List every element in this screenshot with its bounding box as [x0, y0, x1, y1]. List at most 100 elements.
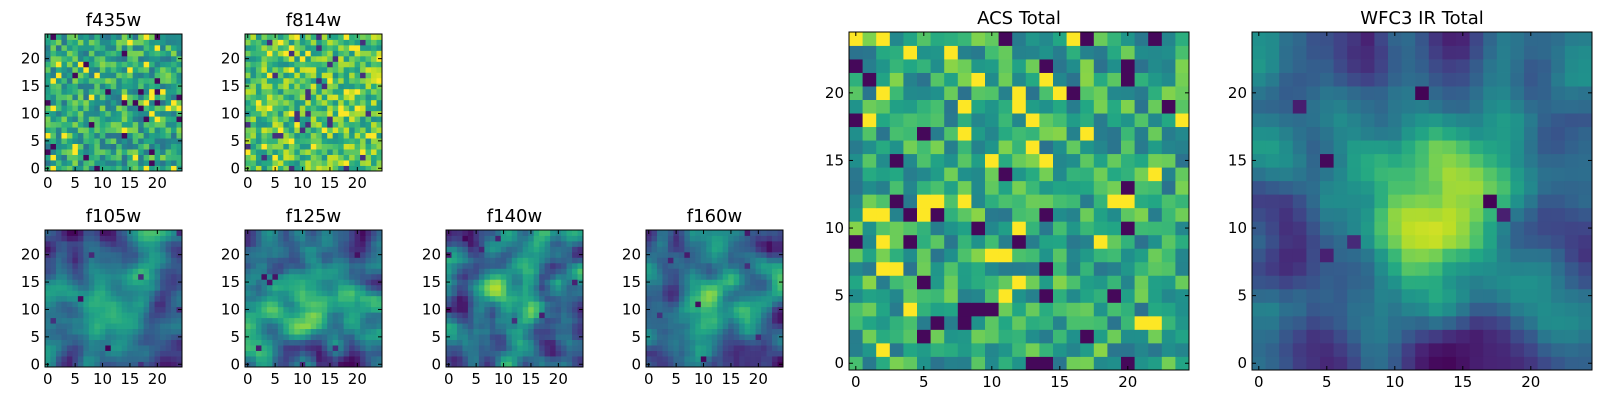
heatmap-cell [755, 306, 762, 313]
heatmap-cell [777, 350, 784, 357]
heatmap-cell [310, 154, 317, 161]
heatmap-cell [739, 273, 746, 280]
heatmap-cell [1524, 207, 1538, 222]
heatmap-cell [294, 110, 301, 117]
heatmap-cell [83, 246, 90, 253]
heatmap-cell [132, 127, 139, 134]
heatmap-cell [110, 88, 117, 95]
heatmap-cell [360, 273, 366, 280]
heatmap-cell [66, 61, 73, 68]
heatmap-cell [371, 356, 377, 362]
heatmap-cell [261, 230, 268, 236]
heatmap-cell [94, 268, 101, 275]
heatmap-cells [1252, 32, 1593, 371]
heatmap-cell [1279, 356, 1294, 371]
heatmap-cell [277, 350, 284, 357]
heatmap-cell [733, 306, 740, 313]
heatmap-cell [116, 350, 123, 357]
heatmap-cell [288, 339, 295, 346]
heatmap-cell [550, 262, 556, 269]
heatmap-cell [985, 113, 999, 128]
heatmap-cell [1360, 342, 1375, 357]
heatmap-cell [310, 257, 317, 264]
heatmap-cell [772, 257, 778, 264]
heatmap-cell [1066, 180, 1081, 195]
heatmap-cell [283, 165, 290, 172]
heatmap-cell [376, 99, 383, 106]
heatmap-cell [456, 323, 463, 330]
heatmap-cell [165, 273, 172, 280]
heatmap-cell [165, 262, 172, 269]
heatmap-cell [876, 86, 891, 100]
heatmap-cell [566, 268, 573, 275]
heatmap-cell [299, 143, 306, 150]
heatmap-cell [862, 302, 877, 317]
heatmap-cell [1039, 59, 1054, 73]
heatmap-cell [171, 268, 177, 275]
heatmap-cell [1134, 275, 1149, 290]
heatmap-cell [343, 77, 350, 84]
heatmap-cell [1134, 45, 1149, 60]
heatmap-cell [165, 121, 172, 128]
heatmap-cell [299, 50, 306, 57]
heatmap-cell [316, 350, 323, 357]
heatmap-cell [349, 246, 355, 253]
heatmap-cell [539, 323, 546, 330]
heatmap-cell [1161, 140, 1176, 155]
heatmap-cell [489, 246, 496, 253]
heatmap-cell [744, 350, 751, 357]
heatmap-cell [1456, 288, 1470, 303]
heatmap-cell [127, 83, 134, 90]
heatmap-cell [1093, 59, 1108, 73]
heatmap-cell [165, 99, 172, 106]
heatmap-cell [316, 127, 323, 134]
heatmap-cell [171, 230, 177, 236]
heatmap-cell [354, 323, 361, 330]
heatmap-cell [957, 221, 972, 236]
heatmap-cell [1066, 194, 1081, 209]
heatmap-cell [77, 77, 84, 84]
heatmap-cell [1093, 342, 1108, 357]
heatmap-cell [72, 72, 79, 79]
heatmap-cell [360, 328, 366, 335]
heatmap-cell [733, 312, 740, 319]
heatmap-cell [917, 342, 931, 357]
heatmap-cell [121, 66, 128, 73]
heatmap-cell [656, 301, 663, 308]
heatmap-cell [160, 235, 166, 242]
heatmap-cell [116, 268, 123, 275]
heatmap-cell [1053, 167, 1067, 182]
heatmap-cell [149, 361, 155, 368]
heatmap-cell [50, 230, 57, 236]
heatmap-cell [500, 235, 507, 242]
heatmap-cell [316, 61, 323, 68]
heatmap-cell [667, 312, 674, 319]
x-tick-label: 5 [919, 373, 929, 391]
heatmap-cell [305, 339, 312, 346]
heatmap-cell [77, 44, 84, 51]
heatmap-cell [673, 257, 680, 264]
heatmap-cell [1039, 45, 1054, 60]
heatmap-cell [143, 345, 150, 351]
heatmap-cell [245, 356, 251, 362]
heatmap-cell [1134, 140, 1149, 155]
heatmap-cell [94, 262, 101, 269]
heatmap-cell [917, 329, 931, 344]
heatmap-cell [50, 317, 57, 324]
heatmap-cell [662, 350, 669, 357]
heatmap-cell [766, 257, 773, 264]
heatmap-cell [176, 127, 183, 134]
heatmap-cell [944, 221, 959, 236]
heatmap-cell [321, 149, 328, 155]
heatmap-cell [446, 356, 452, 362]
heatmap-cell [45, 116, 51, 123]
heatmap-cell [700, 290, 707, 297]
heatmap-cell [1333, 275, 1348, 290]
heatmap-cell [1388, 329, 1402, 344]
heatmap-cell [1537, 315, 1552, 330]
heatmap-cell [1469, 221, 1484, 236]
heatmap-cell [77, 105, 84, 112]
heatmap-cell [138, 127, 145, 134]
heatmap-cell [376, 160, 383, 166]
